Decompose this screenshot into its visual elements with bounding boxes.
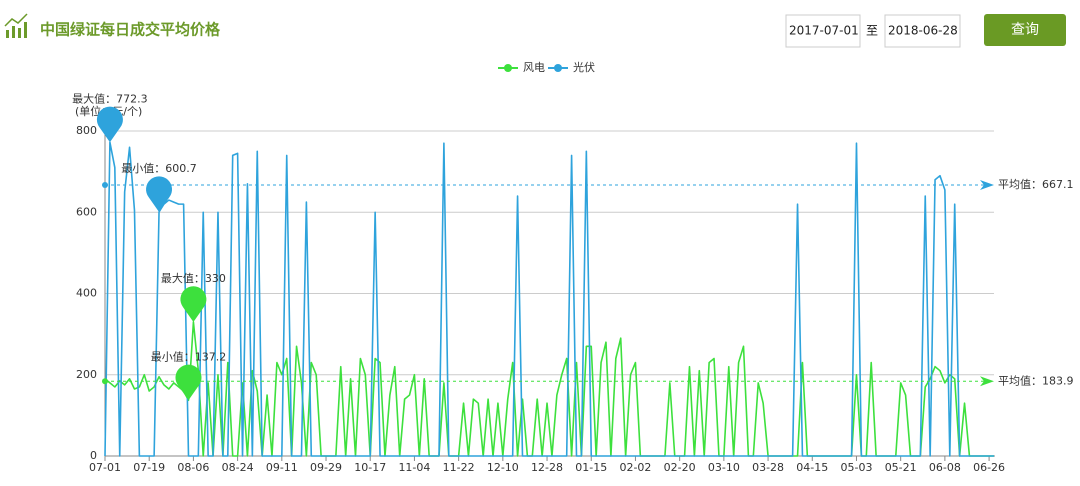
x-tick-label: 06-08 (929, 461, 961, 474)
mark-label: 最大值：330 (161, 271, 226, 285)
mark-label: 最小值：137.2 (151, 350, 227, 363)
icon (4, 13, 28, 38)
x-tick-label: 08-06 (177, 461, 209, 474)
x-tick-label: 12-28 (531, 461, 563, 474)
x-tick-label: 09-29 (310, 461, 342, 474)
x-tick-label: 01-15 (575, 461, 607, 474)
x-tick-label: 05-03 (840, 461, 872, 474)
average-line-label: 平均值：183.9 (998, 374, 1074, 387)
y-tick-label: 800 (76, 124, 97, 137)
mark-pin (175, 364, 202, 401)
mark-pin (96, 106, 123, 143)
x-tick-label: 02-02 (619, 461, 651, 474)
series-line (104, 141, 994, 457)
page-title: 中国绿证每日成交平均价格 (40, 21, 221, 39)
start-date-input[interactable] (785, 14, 861, 48)
x-tick-label: 10-17 (354, 461, 386, 474)
end-date-input[interactable] (884, 14, 961, 48)
x-tick-label: 07-01 (89, 461, 121, 474)
x-tick-label: 04-15 (796, 461, 828, 474)
x-tick-label: 11-04 (398, 461, 430, 474)
x-tick-label: 02-20 (664, 461, 696, 474)
legend-marker (554, 64, 562, 72)
start-date[interactable]: 2017-07-01 (789, 24, 859, 38)
query-button[interactable] (984, 14, 1066, 46)
x-tick-label: 03-28 (752, 461, 784, 474)
average-line-arrow (980, 179, 994, 190)
legend-label: 光伏 (573, 60, 595, 74)
mark-label: 最大值：772.3 (72, 91, 148, 105)
date-separator: 至 (866, 24, 878, 38)
y-tick-label: 0 (90, 449, 97, 462)
y-tick-label: 400 (76, 287, 97, 300)
x-tick-label: 11-22 (443, 461, 475, 474)
x-tick-label: 09-11 (266, 461, 298, 474)
legend-label: 风电 (523, 61, 545, 74)
mark-pin (180, 286, 207, 322)
average-line-start (102, 181, 108, 188)
average-line-arrow (980, 376, 994, 387)
legend-marker (504, 64, 512, 72)
x-tick-label: 06-26 (973, 461, 1005, 474)
x-tick-label: 03-10 (708, 461, 740, 474)
y-tick-label: 200 (76, 368, 97, 381)
mark-label: 最小值：600.7 (121, 162, 197, 175)
mark-pin (146, 176, 173, 212)
average-line-label: 平均值：667.1 (998, 178, 1074, 191)
end-date[interactable]: 2018-06-28 (888, 24, 958, 38)
x-tick-label: 12-10 (487, 461, 519, 474)
average-line-start (102, 378, 108, 385)
x-tick-label: 07-19 (133, 461, 165, 474)
query-button-label[interactable]: 查询 (1011, 22, 1039, 38)
x-tick-label: 08-24 (222, 461, 254, 474)
y-tick-label: 600 (76, 205, 97, 218)
x-tick-label: 05-21 (885, 461, 917, 474)
